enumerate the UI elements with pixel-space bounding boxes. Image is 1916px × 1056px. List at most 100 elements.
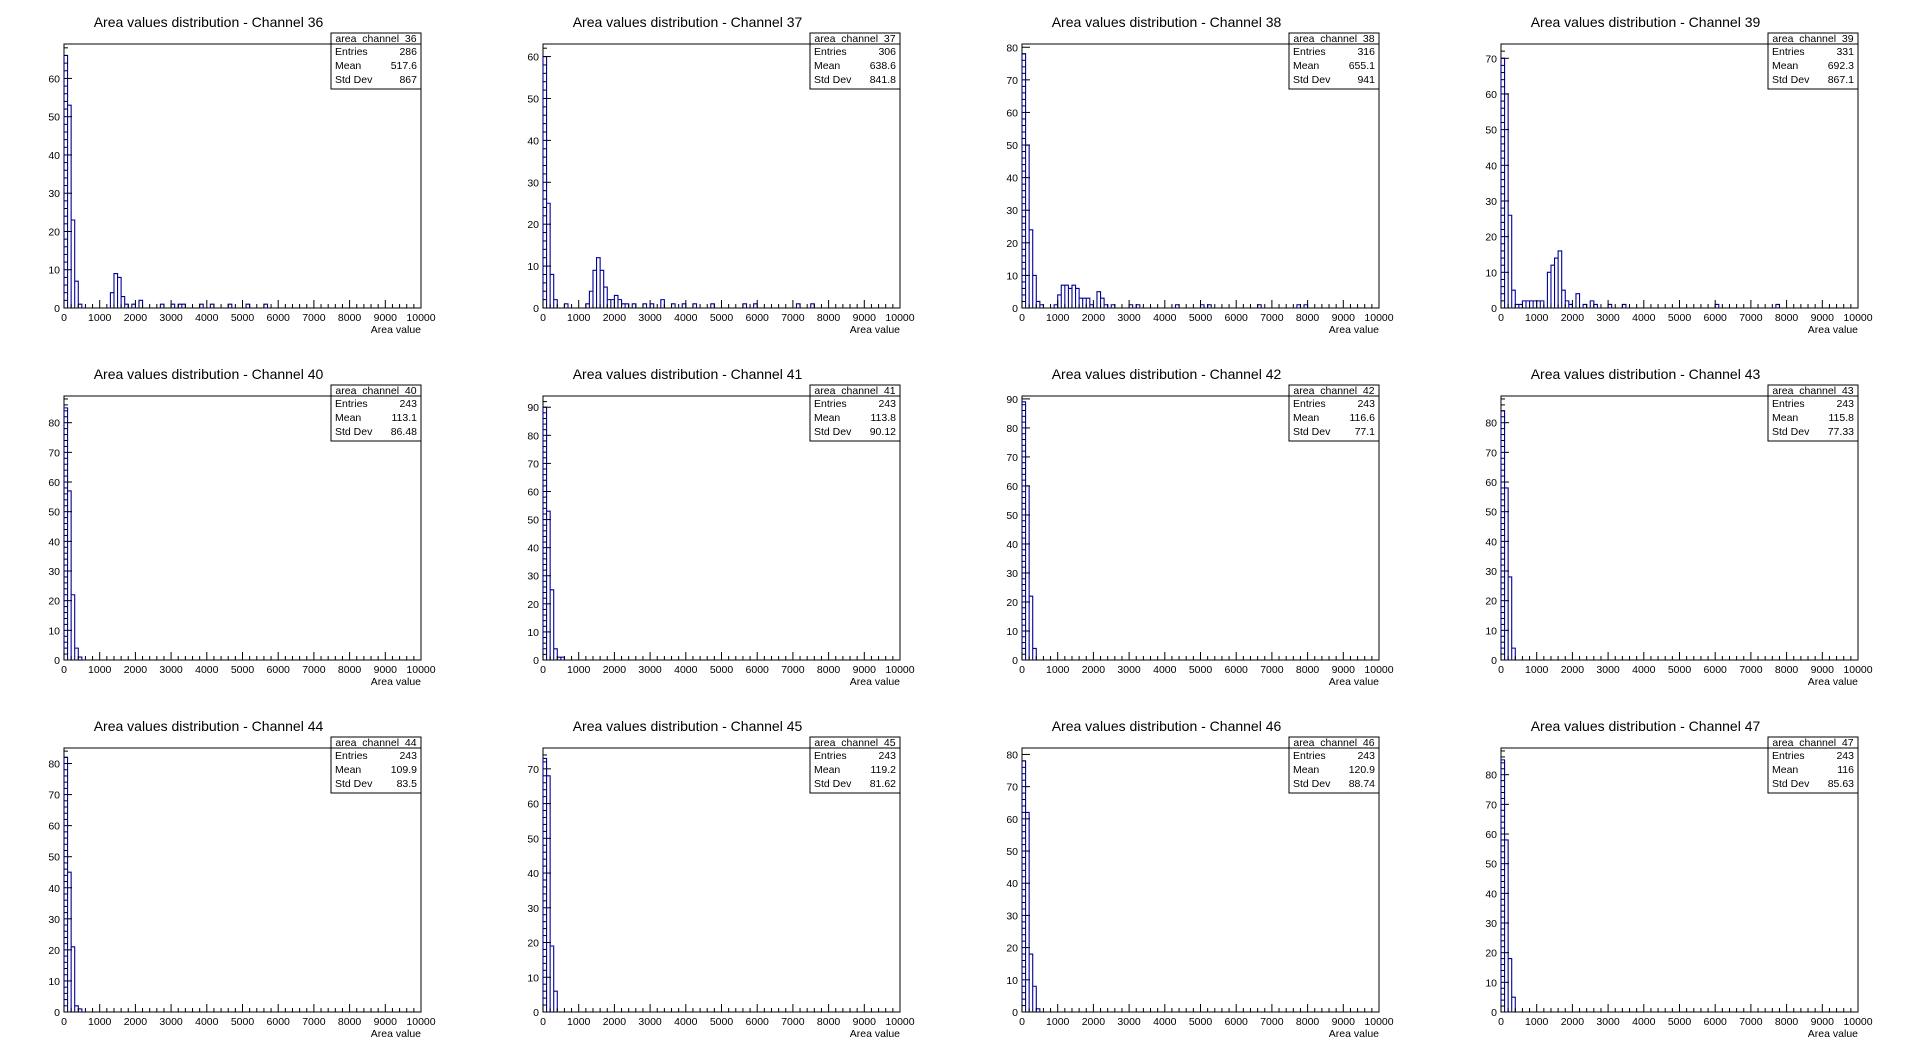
y-tick-label: 30: [527, 571, 539, 583]
stats-label: Std Dev: [335, 426, 373, 438]
x-tick-label: 2000: [1082, 312, 1106, 324]
stats-label: Entries: [335, 398, 368, 410]
stats-label: Mean: [1772, 60, 1798, 72]
x-tick-label: 7000: [781, 1016, 805, 1028]
stats-label: Std Dev: [335, 778, 373, 790]
y-tick-label: 70: [48, 790, 60, 802]
stats-label: Entries: [814, 750, 847, 762]
stats-value: 119.2: [871, 764, 897, 776]
y-tick-label: 50: [1006, 140, 1018, 152]
y-tick-label: 60: [1485, 89, 1497, 101]
y-tick-label: 60: [1006, 481, 1018, 493]
x-tick-label: 10000: [406, 312, 435, 324]
x-tick-label: 6000: [746, 312, 770, 324]
x-tick-label: 1000: [1046, 664, 1070, 676]
x-tick-label: 1000: [1046, 1016, 1070, 1028]
x-tick-label: 4000: [674, 1016, 698, 1028]
stats-histogram-name: area_channel_47: [1772, 737, 1853, 749]
stats-value: 243: [878, 398, 896, 410]
x-tick-label: 4000: [674, 664, 698, 676]
x-tick-label: 1000: [1525, 312, 1549, 324]
stats-value: 83.5: [397, 778, 418, 790]
x-tick-label: 2000: [1561, 1016, 1585, 1028]
histogram-svg: Area values distribution - Channel 39 0 10…: [1485, 14, 1872, 336]
x-tick-label: 2000: [1082, 1016, 1106, 1028]
x-tick-label: 2000: [1561, 312, 1585, 324]
chart-title: Area values distribution - Channel 39: [1531, 14, 1761, 30]
y-tick-label: 80: [48, 418, 60, 430]
x-tick-label: 7000: [1739, 312, 1763, 324]
stats-histogram-name: area_channel_39: [1772, 33, 1853, 45]
x-tick-label: 5000: [1189, 312, 1213, 324]
histogram-panel-2: Area values distribution - Channel 38 0 10…: [958, 0, 1437, 350]
x-tick-label: 0: [1019, 664, 1025, 676]
y-tick-label: 30: [527, 177, 539, 189]
x-tick-label: 3000: [638, 664, 662, 676]
y-tick-label: 50: [1006, 846, 1018, 858]
x-tick-label: 5000: [710, 312, 734, 324]
histogram-line: [542, 56, 815, 308]
x-tick-label: 10000: [406, 1016, 435, 1028]
stats-value: 331: [1836, 46, 1854, 58]
stats-label: Entries: [1293, 398, 1326, 410]
y-tick-label: 60: [1006, 107, 1018, 119]
y-tick-label: 30: [48, 188, 60, 200]
y-tick-label: 20: [1485, 948, 1497, 960]
y-tick-label: 0: [1012, 655, 1018, 667]
x-tick-label: 1000: [1046, 312, 1070, 324]
x-tick-label: 5000: [710, 664, 734, 676]
y-tick-label: 20: [1485, 596, 1497, 608]
y-tick-label: 40: [48, 883, 60, 895]
stats-label: Entries: [335, 750, 368, 762]
histogram-panel-0: Area values distribution - Channel 36 0 10…: [0, 0, 479, 350]
y-tick-label: 80: [1006, 423, 1018, 435]
y-tick-label: 10: [1485, 267, 1497, 279]
x-tick-label: 5000: [710, 1016, 734, 1028]
x-tick-label: 10000: [885, 1016, 914, 1028]
x-tick-label: 0: [1498, 664, 1504, 676]
y-tick-label: 50: [48, 507, 60, 519]
y-tick-label: 80: [1006, 749, 1018, 761]
x-axis-label: Area value: [1808, 1028, 1858, 1040]
stats-value: 243: [399, 398, 417, 410]
x-tick-label: 4000: [1632, 312, 1656, 324]
y-tick-label: 70: [1485, 799, 1497, 811]
x-tick-label: 10000: [1364, 664, 1393, 676]
x-tick-label: 0: [1498, 1016, 1504, 1028]
x-tick-label: 7000: [302, 312, 326, 324]
x-tick-label: 4000: [195, 664, 219, 676]
y-tick-label: 50: [1485, 125, 1497, 137]
x-tick-label: 0: [540, 1016, 546, 1028]
y-tick-label: 20: [527, 938, 539, 950]
stats-box-frame: [1288, 32, 1380, 90]
stats-label: Mean: [1772, 412, 1798, 424]
y-tick-label: 0: [533, 655, 539, 667]
x-tick-label: 9000: [1811, 312, 1835, 324]
x-tick-label: 10000: [1843, 1016, 1872, 1028]
y-tick-label: 20: [48, 945, 60, 957]
x-tick-label: 6000: [1704, 664, 1728, 676]
x-tick-label: 9000: [1811, 1016, 1835, 1028]
x-tick-label: 6000: [746, 1016, 770, 1028]
stats-box-frame: [1288, 384, 1380, 442]
stats-value: 841.8: [870, 74, 896, 86]
chart-title: Area values distribution - Channel 44: [94, 718, 324, 734]
x-axis-label: Area value: [371, 324, 421, 336]
y-tick-label: 0: [54, 1007, 60, 1019]
x-tick-label: 8000: [338, 1016, 362, 1028]
histogram-line: [63, 756, 83, 1012]
x-tick-label: 0: [61, 664, 67, 676]
x-tick-label: 2000: [124, 312, 148, 324]
y-tick-label: 20: [1006, 238, 1018, 250]
x-tick-label: 8000: [1775, 664, 1799, 676]
x-tick-label: 3000: [1117, 312, 1141, 324]
stats-box-frame: [1767, 736, 1859, 794]
stats-value: 243: [1357, 398, 1375, 410]
x-tick-label: 1000: [1525, 664, 1549, 676]
x-tick-label: 1000: [88, 1016, 112, 1028]
stats-label: Entries: [1293, 46, 1326, 58]
histogram-panel-11: Area values distribution - Channel 47 0 10…: [1437, 704, 1916, 1054]
